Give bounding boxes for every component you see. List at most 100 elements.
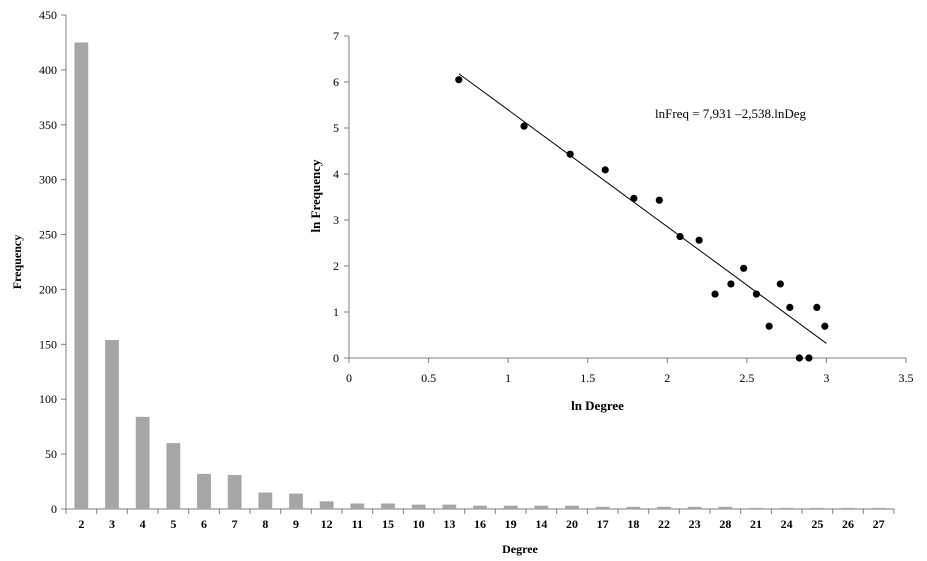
scatter-point xyxy=(765,322,773,330)
bar-x-tick-label: 11 xyxy=(352,517,363,531)
bar-x-tick-label: 17 xyxy=(597,517,609,531)
bar-x-tick-label: 9 xyxy=(293,517,299,531)
bar xyxy=(871,507,886,509)
bar xyxy=(687,506,702,509)
bar-x-tick-label: 22 xyxy=(658,517,670,531)
bar-x-tick-label: 24 xyxy=(781,517,793,531)
bar-y-tick-label: 300 xyxy=(39,173,57,187)
bar-x-tick-label: 15 xyxy=(382,517,394,531)
bar xyxy=(534,505,549,509)
scatter-y-axis-label: ln Frequency xyxy=(308,159,323,233)
scatter-point xyxy=(655,196,663,204)
bar-x-tick-label: 16 xyxy=(474,517,486,531)
scatter-point xyxy=(520,122,528,130)
bar xyxy=(565,505,579,509)
bar-x-tick-label: 6 xyxy=(201,517,207,531)
scatter-point xyxy=(566,150,574,158)
bar xyxy=(595,506,610,509)
bar-x-axis-label: Degree xyxy=(502,542,538,556)
bar xyxy=(718,506,733,509)
bar-y-tick-label: 250 xyxy=(39,228,57,242)
bar-x-tick-label: 20 xyxy=(566,517,578,531)
bar-x-tick-label: 3 xyxy=(109,517,115,531)
bar-x-tick-label: 12 xyxy=(321,517,333,531)
scatter-point xyxy=(455,76,463,84)
bar-x-tick-label: 23 xyxy=(689,517,701,531)
scatter-y-tick-label: 6 xyxy=(333,75,339,89)
scatter-point xyxy=(752,290,761,298)
scatter-point xyxy=(727,280,735,288)
scatter-y-tick-label: 5 xyxy=(333,121,339,135)
scatter-y-tick-label: 7 xyxy=(333,29,339,43)
bar-y-tick-label: 50 xyxy=(45,447,57,461)
scatter-point xyxy=(711,290,719,298)
bar xyxy=(749,507,763,509)
scatter-x-tick-label: 3.5 xyxy=(899,371,914,385)
bar xyxy=(841,507,855,509)
bar-x-tick-label: 2 xyxy=(78,517,84,531)
bar xyxy=(473,505,487,509)
bar xyxy=(258,492,273,509)
scatter-x-tick-label: 0.5 xyxy=(421,371,436,385)
bar-y-tick-label: 450 xyxy=(39,8,57,22)
bar-y-axis-label: Frequency xyxy=(10,235,24,289)
scatter-x-tick-label: 3 xyxy=(823,371,829,385)
scatter-point xyxy=(776,280,784,288)
bar xyxy=(135,416,150,509)
bar xyxy=(197,473,211,509)
bar xyxy=(105,339,119,509)
scatter-x-tick-label: 0 xyxy=(346,371,352,385)
bar-x-tick-label: 13 xyxy=(443,517,455,531)
bar-x-tick-label: 25 xyxy=(811,517,823,531)
bar xyxy=(166,443,181,509)
bar-x-tick-label: 14 xyxy=(535,517,547,531)
scatter-point xyxy=(795,354,803,362)
bar-y-tick-label: 350 xyxy=(39,118,57,132)
scatter-point xyxy=(786,303,794,311)
scatter-x-tick-label: 1 xyxy=(505,371,511,385)
scatter-point xyxy=(813,303,821,311)
bar-x-tick-label: 7 xyxy=(232,517,238,531)
regression-equation: lnFreq = 7,931 –2,538.lnDeg xyxy=(655,106,807,121)
bar xyxy=(442,504,457,509)
scatter-x-tick-label: 2 xyxy=(664,371,670,385)
bar-x-tick-label: 21 xyxy=(750,517,762,531)
bar xyxy=(411,504,426,509)
bar xyxy=(227,474,242,509)
bar xyxy=(626,506,641,509)
bar-x-tick-label: 4 xyxy=(140,517,146,531)
bar-y-tick-label: 0 xyxy=(51,502,57,516)
bar xyxy=(657,506,671,509)
bar-y-tick-label: 200 xyxy=(39,282,57,296)
bar xyxy=(381,503,395,509)
scatter-point xyxy=(740,264,748,272)
scatter-x-tick-label: 1.5 xyxy=(580,371,595,385)
bar xyxy=(289,493,303,509)
bar-x-tick-label: 10 xyxy=(413,517,425,531)
scatter-y-tick-label: 2 xyxy=(333,259,339,273)
scatter-y-tick-label: 1 xyxy=(333,305,339,319)
bar-y-tick-label: 150 xyxy=(39,337,57,351)
bar xyxy=(779,507,794,509)
scatter-x-tick-label: 2.5 xyxy=(739,371,754,385)
scatter-y-tick-label: 4 xyxy=(333,167,339,181)
bar xyxy=(350,503,365,509)
scatter-point xyxy=(695,236,703,244)
scatter-point xyxy=(630,194,638,202)
bar-x-tick-label: 27 xyxy=(873,517,885,531)
bar xyxy=(503,505,518,509)
scatter-y-tick-label: 3 xyxy=(333,213,339,227)
trend-line xyxy=(458,73,827,344)
bar-x-tick-label: 5 xyxy=(170,517,176,531)
bar-y-tick-label: 400 xyxy=(39,63,57,77)
bar xyxy=(74,42,89,509)
bar-x-tick-label: 19 xyxy=(505,517,517,531)
scatter-y-tick-label: 0 xyxy=(333,351,339,365)
scatter-point xyxy=(821,322,829,330)
bar xyxy=(319,501,334,509)
scatter-point xyxy=(805,354,813,362)
bar-y-tick-label: 100 xyxy=(39,392,57,406)
bar-x-tick-label: 28 xyxy=(719,517,731,531)
